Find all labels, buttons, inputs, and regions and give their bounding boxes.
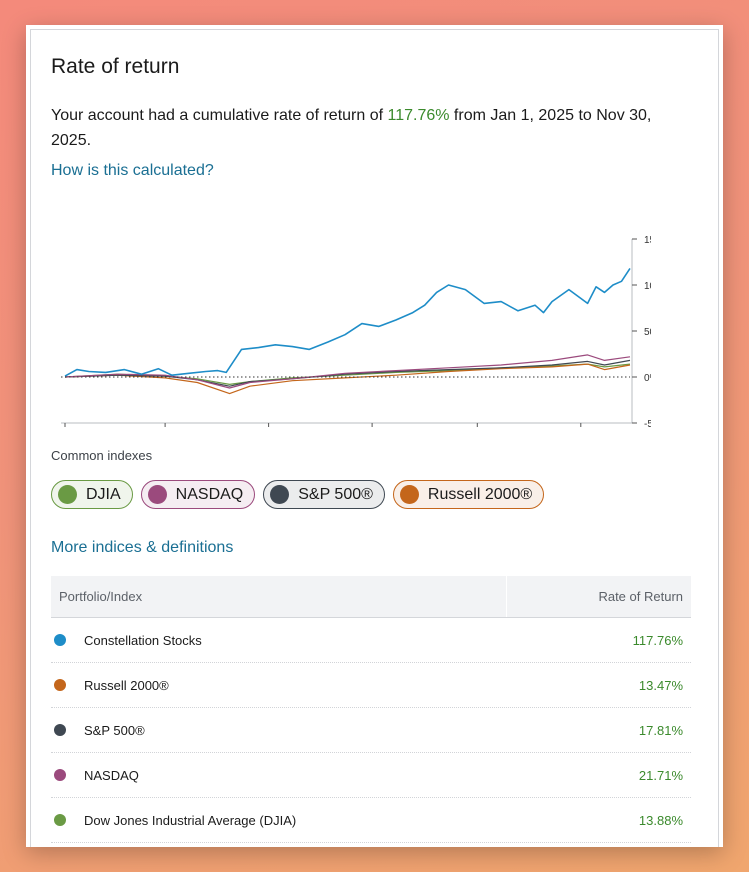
legend-dot-icon xyxy=(54,769,66,781)
y-tick-label: 0% xyxy=(644,373,651,384)
summary-prefix: Your account had a cumulative rate of re… xyxy=(51,107,388,124)
table-row: Dow Jones Industrial Average (DJIA) 13.8… xyxy=(51,798,691,843)
rate-of-return-chart: Jan 1Mar 1May 1Jul 1Sep 1Nov 1 150% 100% 5… xyxy=(61,235,651,427)
chip-russell-2000[interactable]: Russell 2000® xyxy=(392,480,545,509)
series-line xyxy=(64,363,631,395)
chip-label: DJIA xyxy=(86,485,121,503)
row-value: 13.47% xyxy=(638,677,683,693)
russell-dot-icon xyxy=(399,485,419,504)
row-value: 21.71% xyxy=(638,767,683,783)
row-value: 13.88% xyxy=(638,812,683,828)
y-tick-label: 50% xyxy=(644,327,651,338)
summary-suffix: from Jan 1, 2025 to Nov 30, 2025. xyxy=(51,107,652,149)
table-row: Constellation Stocks 117.76% xyxy=(51,618,691,663)
common-indexes-label: Common indexes xyxy=(51,448,153,463)
row-name: Dow Jones Industrial Average (DJIA) xyxy=(84,812,297,828)
page-title: Rate of return xyxy=(51,55,180,78)
y-tick-label: -50% xyxy=(644,419,651,427)
djia-dot-icon xyxy=(58,485,77,504)
return-summary: Your account had a cumulative rate of re… xyxy=(51,103,681,153)
chip-label: NASDAQ xyxy=(175,485,244,503)
row-name: Russell 2000® xyxy=(84,677,169,693)
series-line xyxy=(64,267,631,377)
legend-dot-icon xyxy=(54,724,66,736)
table-row: NASDAQ 21.71% xyxy=(51,753,691,798)
y-tick-label: 150% xyxy=(644,235,651,246)
nasdaq-dot-icon xyxy=(147,485,167,504)
series-layer xyxy=(64,267,631,395)
table-header: Portfolio/Index Rate of Return xyxy=(51,576,691,618)
row-value: 17.81% xyxy=(638,722,683,738)
returns-table: Portfolio/Index Rate of Return Constella… xyxy=(51,576,691,843)
legend-dot-icon xyxy=(54,679,66,691)
legend-dot-icon xyxy=(54,814,66,826)
table-row: Russell 2000® 13.47% xyxy=(51,663,691,708)
more-indices-link[interactable]: More indices & definitions xyxy=(51,539,234,556)
row-value: 117.76% xyxy=(632,632,683,648)
rate-of-return-card: Rate of return Your account had a cumula… xyxy=(26,25,723,847)
row-name: S&P 500® xyxy=(84,722,145,738)
index-chip-group: DJIA NASDAQ S&P 500® Russell 2000® xyxy=(51,480,545,509)
legend-dot-icon xyxy=(54,634,66,646)
row-name: Constellation Stocks xyxy=(84,632,202,648)
table-row: S&P 500® 17.81% xyxy=(51,708,691,753)
row-name: NASDAQ xyxy=(84,767,139,783)
summary-return-value: 117.76% xyxy=(387,107,450,124)
card-border xyxy=(30,29,719,847)
chip-nasdaq[interactable]: NASDAQ xyxy=(140,480,256,509)
series-line xyxy=(64,354,631,389)
chip-label: S&P 500® xyxy=(298,485,373,503)
header-rate-of-return[interactable]: Rate of Return xyxy=(598,589,683,604)
y-axis-ticks: 150% 100% 50% 0% -50% xyxy=(632,235,651,427)
header-portfolio-index[interactable]: Portfolio/Index xyxy=(51,576,507,617)
sp500-dot-icon xyxy=(270,485,290,504)
chip-djia[interactable]: DJIA xyxy=(51,480,133,509)
how-calculated-link[interactable]: How is this calculated? xyxy=(51,162,214,179)
y-tick-label: 100% xyxy=(644,281,651,292)
chip-sp500[interactable]: S&P 500® xyxy=(263,480,385,509)
x-axis-ticks: Jan 1Mar 1May 1Jul 1Sep 1Nov 1 xyxy=(64,423,582,427)
chip-label: Russell 2000® xyxy=(427,485,533,503)
